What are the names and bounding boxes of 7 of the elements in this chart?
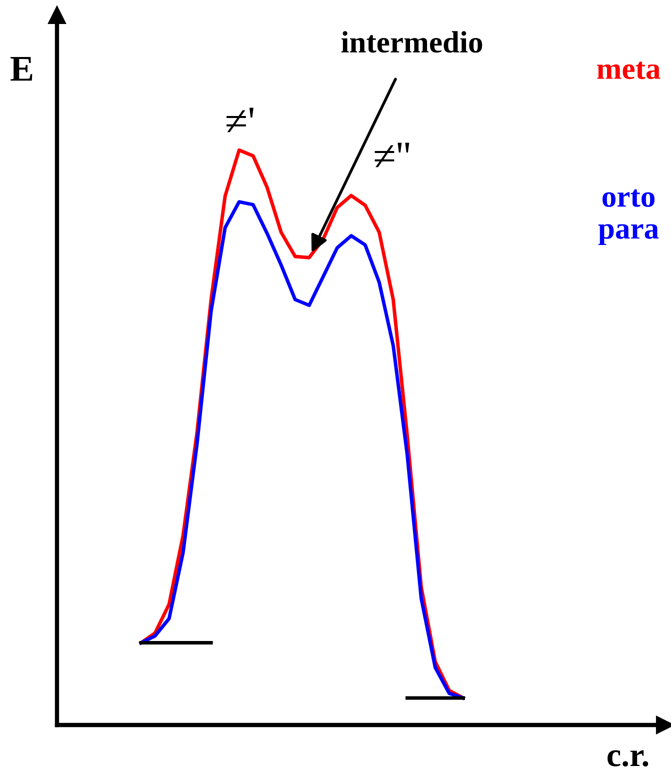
text: intermedio [341,31,482,53]
text: orto para [598,189,659,246]
text: ≠' [226,108,254,132]
x-axis-title: c.r. [608,750,648,766]
annotation: ≠'' [374,142,410,168]
text: meta [597,62,660,80]
y-axis-title: E [10,57,32,81]
